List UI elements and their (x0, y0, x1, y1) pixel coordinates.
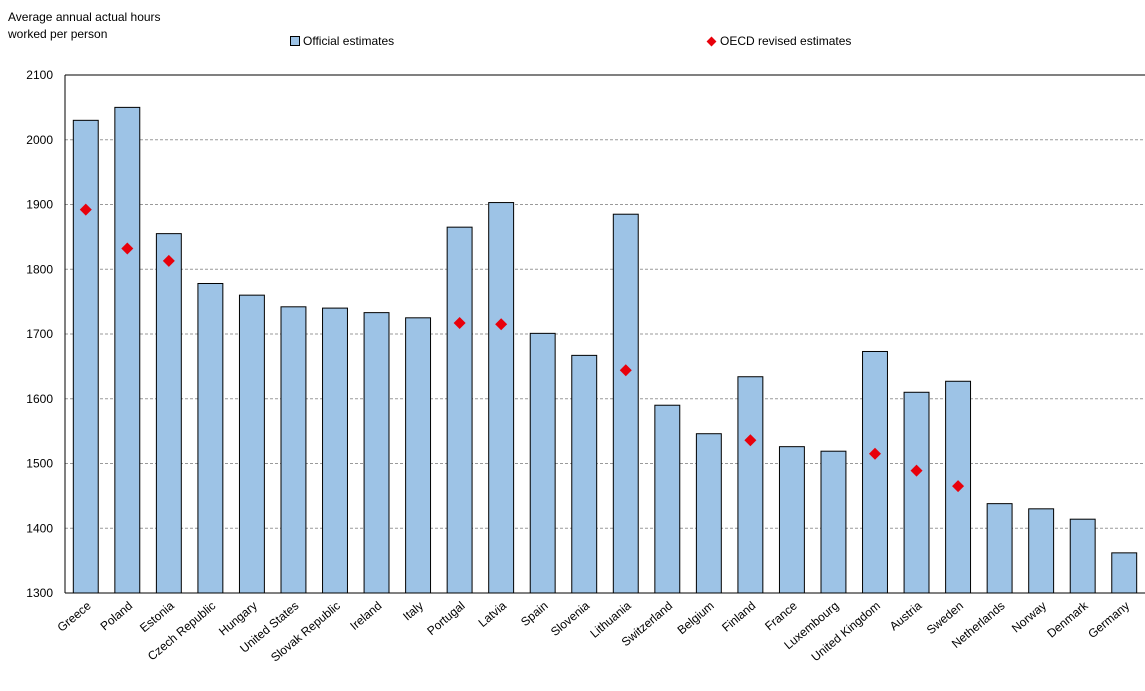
x-tick-label: Denmark (1044, 598, 1091, 641)
legend-item-oecd: OECD revised estimates (706, 34, 851, 48)
x-tick-label: Finland (719, 599, 758, 635)
y-tick-label: 1900 (26, 198, 53, 212)
bar-official (322, 307, 348, 594)
bar-official (778, 446, 805, 594)
bar-official (571, 354, 598, 594)
y-tick-label: 2000 (26, 133, 53, 147)
bar-official (612, 213, 639, 594)
bar-official (155, 233, 182, 594)
bar-official (197, 282, 224, 594)
y-axis-title: Average annual actual hours worked per p… (8, 9, 161, 43)
bar-official (363, 312, 390, 594)
bar-official (654, 404, 681, 594)
bar-official (903, 391, 930, 594)
bar-official (986, 503, 1013, 594)
y-tick-label: 1800 (26, 262, 53, 276)
bar-official (72, 119, 99, 594)
x-tick-label: Ireland (347, 599, 384, 633)
y-tick-label: 1700 (26, 327, 53, 341)
bar-official (238, 294, 265, 594)
x-tick-label: Italy (400, 599, 426, 624)
x-tick-label: Greece (55, 598, 94, 634)
marker-oecd (952, 480, 965, 493)
x-tick-label: Portugal (424, 599, 467, 638)
y-axis-title-line-1: Average annual actual hours (8, 10, 161, 24)
x-tick-label: France (762, 598, 800, 633)
marker-oecd (910, 464, 923, 477)
y-tick-label: 1600 (26, 392, 53, 406)
legend-swatch-official (290, 36, 300, 46)
bar-official (446, 226, 473, 594)
legend-label-official: Official estimates (303, 34, 395, 48)
bar-official (1111, 552, 1138, 594)
bar-official (1069, 518, 1096, 594)
marker-oecd (619, 364, 632, 377)
marker-oecd (869, 447, 881, 460)
bar-official (862, 350, 888, 594)
bar-official (695, 433, 722, 594)
marker-oecd (121, 242, 134, 255)
bar-official (488, 202, 515, 594)
y-tick-label: 2100 (26, 68, 53, 82)
y-tick-label: 1400 (26, 521, 53, 535)
bar-official (280, 306, 307, 594)
marker-oecd (744, 434, 757, 447)
y-tick-label: 1500 (26, 457, 53, 471)
bar-official (737, 376, 764, 594)
x-tick-label: Norway (1009, 599, 1049, 636)
marker-oecd (453, 316, 466, 329)
y-axis-title-line-2: worked per person (8, 27, 108, 41)
bar-official (1028, 508, 1055, 594)
marker-oecd (162, 254, 175, 267)
x-tick-label: Slovenia (548, 598, 593, 639)
bar-official (529, 332, 556, 594)
bar-official (114, 106, 141, 594)
x-tick-label: Spain (518, 599, 551, 629)
bar-official (820, 450, 847, 594)
y-tick-label: 1300 (26, 586, 53, 600)
legend-label-oecd: OECD revised estimates (720, 34, 852, 48)
marker-oecd (79, 203, 92, 216)
x-tick-label: Belgium (675, 599, 717, 638)
legend-item-official: Official estimates (290, 34, 394, 48)
x-tick-label: Germany (1085, 599, 1132, 641)
x-tick-label: Latvia (476, 598, 510, 630)
bar-official (405, 317, 432, 594)
x-tick-label: Poland (98, 599, 136, 634)
marker-oecd (495, 318, 508, 331)
x-tick-label: Austria (887, 598, 925, 633)
